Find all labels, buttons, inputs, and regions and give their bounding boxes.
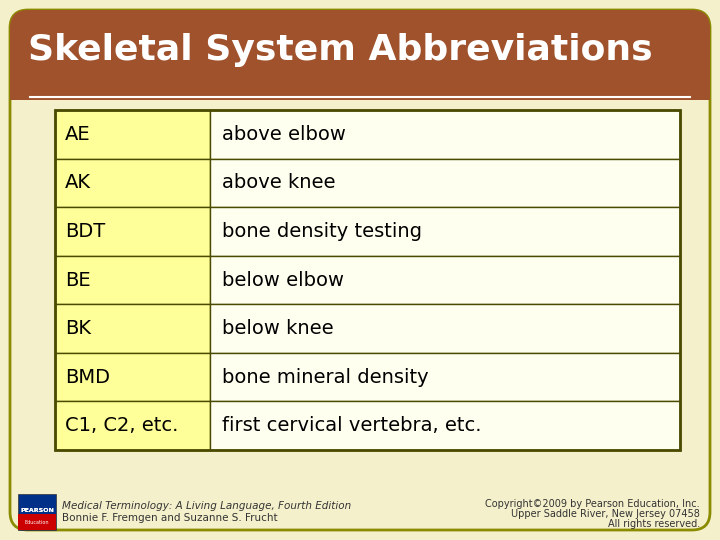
Text: PEARSON: PEARSON (20, 509, 54, 514)
Bar (210, 110, 680, 159)
Bar (210, 401, 680, 450)
Bar (55, 207, 210, 256)
Text: BDT: BDT (65, 222, 105, 241)
Text: below knee: below knee (222, 319, 333, 338)
Text: Skeletal System Abbreviations: Skeletal System Abbreviations (28, 33, 652, 67)
Bar (55, 110, 680, 450)
Text: Education: Education (24, 519, 49, 524)
Text: AE: AE (65, 125, 91, 144)
Text: C1, C2, etc.: C1, C2, etc. (65, 416, 179, 435)
Text: first cervical vertebra, etc.: first cervical vertebra, etc. (222, 416, 482, 435)
Text: bone mineral density: bone mineral density (222, 368, 428, 387)
FancyBboxPatch shape (10, 10, 710, 530)
Text: Copyright©2009 by Pearson Education, Inc.: Copyright©2009 by Pearson Education, Inc… (485, 499, 700, 509)
Bar (210, 159, 680, 207)
Bar (10, 70, 710, 100)
FancyBboxPatch shape (10, 10, 710, 100)
Bar (210, 353, 680, 401)
Text: PEARSON: PEARSON (20, 508, 54, 512)
Bar (18, 494, 56, 530)
Bar (210, 207, 680, 256)
Text: BE: BE (65, 271, 91, 289)
Bar (55, 256, 210, 304)
Bar (55, 110, 210, 159)
Bar (55, 401, 210, 450)
Bar (210, 304, 680, 353)
Bar (55, 159, 210, 207)
Text: Upper Saddle River, New Jersey 07458: Upper Saddle River, New Jersey 07458 (511, 509, 700, 519)
Text: All rights reserved.: All rights reserved. (608, 519, 700, 529)
Text: Bonnie F. Fremgen and Suzanne S. Frucht: Bonnie F. Fremgen and Suzanne S. Frucht (62, 513, 278, 523)
Text: bone density testing: bone density testing (222, 222, 422, 241)
Text: BMD: BMD (65, 368, 110, 387)
Text: above knee: above knee (222, 173, 336, 192)
Text: Medical Terminology: A Living Language, Fourth Edition: Medical Terminology: A Living Language, … (62, 501, 351, 511)
Bar (18, 514, 56, 530)
Bar (210, 256, 680, 304)
Text: AK: AK (65, 173, 91, 192)
Bar (55, 353, 210, 401)
Text: BK: BK (65, 319, 91, 338)
Text: above elbow: above elbow (222, 125, 346, 144)
Text: below elbow: below elbow (222, 271, 344, 289)
Bar (55, 304, 210, 353)
